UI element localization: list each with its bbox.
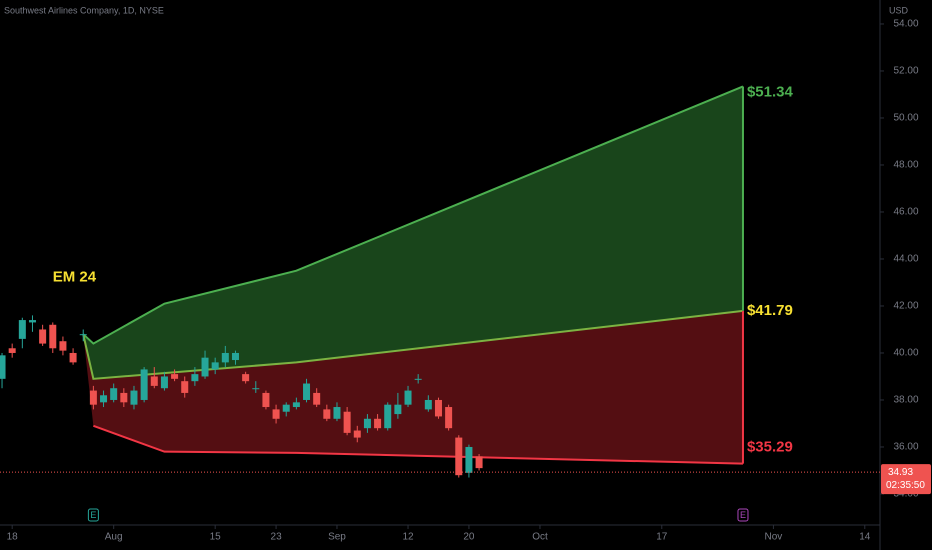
candle-body bbox=[343, 411, 351, 433]
candle-body bbox=[150, 376, 158, 386]
lower-band-fill bbox=[83, 310, 743, 464]
candle-body bbox=[404, 390, 412, 405]
candle-body bbox=[414, 378, 422, 380]
annotation: $41.79 bbox=[747, 302, 793, 319]
candle-body bbox=[455, 437, 463, 476]
candle-body bbox=[262, 392, 270, 408]
x-tick-label: 17 bbox=[656, 532, 668, 543]
y-tick-label: 40.00 bbox=[893, 348, 918, 359]
y-tick-label: 54.00 bbox=[893, 19, 918, 30]
candle-body bbox=[49, 324, 57, 349]
y-tick-label: 36.00 bbox=[893, 442, 918, 453]
candle-body bbox=[130, 390, 138, 405]
candle-body bbox=[333, 407, 341, 419]
event-label: E bbox=[90, 510, 96, 520]
y-tick-label: 46.00 bbox=[893, 207, 918, 218]
candle-body bbox=[384, 404, 392, 429]
y-tick-label: 38.00 bbox=[893, 395, 918, 406]
x-tick-label: 23 bbox=[271, 532, 283, 543]
candle-body bbox=[69, 352, 77, 363]
candle-body bbox=[374, 418, 382, 429]
chart-title: Southwest Airlines Company, 1D, NYSE bbox=[4, 5, 164, 15]
candle-body bbox=[0, 355, 6, 379]
annotation: $51.34 bbox=[747, 83, 794, 100]
upper-line bbox=[82, 85, 744, 345]
x-tick-label: 20 bbox=[463, 532, 475, 543]
candle-body bbox=[18, 320, 26, 339]
y-tick-label: 42.00 bbox=[893, 301, 918, 312]
x-tick-label: Nov bbox=[765, 532, 783, 543]
x-tick-label: Oct bbox=[532, 532, 548, 543]
y-tick-label: 44.00 bbox=[893, 254, 918, 265]
currency: USD bbox=[889, 5, 909, 15]
candle-body bbox=[303, 383, 311, 400]
last-price-tag bbox=[881, 464, 931, 495]
x-tick-label: Sep bbox=[328, 532, 346, 543]
annotation: $35.29 bbox=[747, 439, 793, 456]
event-marker bbox=[87, 508, 99, 522]
x-tick-label: 18 bbox=[7, 532, 19, 543]
lower-line bbox=[93, 424, 743, 465]
last-price-label: 34.93 bbox=[888, 467, 913, 478]
countdown: 02:35:50 bbox=[886, 480, 925, 491]
candle-body bbox=[282, 404, 290, 412]
candle-body bbox=[211, 362, 219, 370]
candle-body bbox=[181, 381, 189, 393]
candle-body bbox=[323, 409, 331, 419]
candle-body bbox=[28, 320, 36, 323]
x-tick-label: Aug bbox=[105, 532, 123, 543]
y-tick-label: 52.00 bbox=[893, 66, 918, 77]
candle-body bbox=[394, 404, 402, 415]
candle-body bbox=[242, 374, 250, 382]
event-label: E bbox=[740, 510, 746, 520]
candle-body bbox=[363, 418, 371, 429]
x-tick-label: 12 bbox=[402, 532, 414, 543]
candle-body bbox=[110, 388, 118, 400]
candle-body bbox=[120, 392, 128, 403]
candle-body bbox=[353, 430, 361, 438]
candle-body bbox=[465, 446, 473, 473]
y-tick-label: 50.00 bbox=[893, 113, 918, 124]
candle-body bbox=[424, 399, 432, 410]
candle-body bbox=[292, 402, 300, 408]
candle-body bbox=[221, 352, 229, 363]
x-tick-label: 15 bbox=[210, 532, 222, 543]
candle-body bbox=[475, 456, 483, 469]
event-marker bbox=[737, 508, 749, 522]
candle-body bbox=[8, 348, 16, 353]
candle-body bbox=[140, 369, 148, 400]
annotation: EM 24 bbox=[53, 269, 97, 286]
candle-body bbox=[313, 392, 321, 405]
candle-body bbox=[252, 388, 260, 390]
candle-body bbox=[191, 374, 199, 382]
candle-body bbox=[79, 334, 87, 336]
upper-band-fill bbox=[83, 86, 743, 379]
candle-body bbox=[231, 352, 239, 361]
candle-body bbox=[434, 399, 442, 417]
candle-body bbox=[89, 390, 97, 405]
candle-body bbox=[171, 374, 179, 379]
candle-body bbox=[272, 409, 280, 419]
x-tick-label: 14 bbox=[859, 532, 871, 543]
candle-body bbox=[201, 357, 209, 377]
candle-body bbox=[100, 395, 108, 403]
y-tick-label: 48.00 bbox=[893, 160, 918, 171]
candle-body bbox=[59, 341, 67, 351]
candle-body bbox=[160, 376, 168, 389]
candle-body bbox=[445, 407, 453, 429]
candle-body bbox=[39, 329, 47, 344]
